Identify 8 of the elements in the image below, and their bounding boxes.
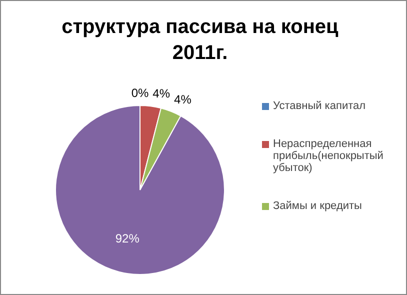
data-label: 92% bbox=[115, 231, 140, 246]
data-label: 4% bbox=[174, 92, 192, 107]
text: 0% bbox=[131, 86, 149, 100]
chart-title: структура пассива на конец 2011г. bbox=[60, 15, 340, 66]
legend-label: Уставный капитал bbox=[273, 100, 366, 112]
legend-label: Займы и кредиты bbox=[273, 200, 362, 212]
legend-label: Нераспределенная прибыль(непокрытый убыток) bbox=[273, 138, 384, 174]
data-label: 4% bbox=[152, 86, 170, 101]
